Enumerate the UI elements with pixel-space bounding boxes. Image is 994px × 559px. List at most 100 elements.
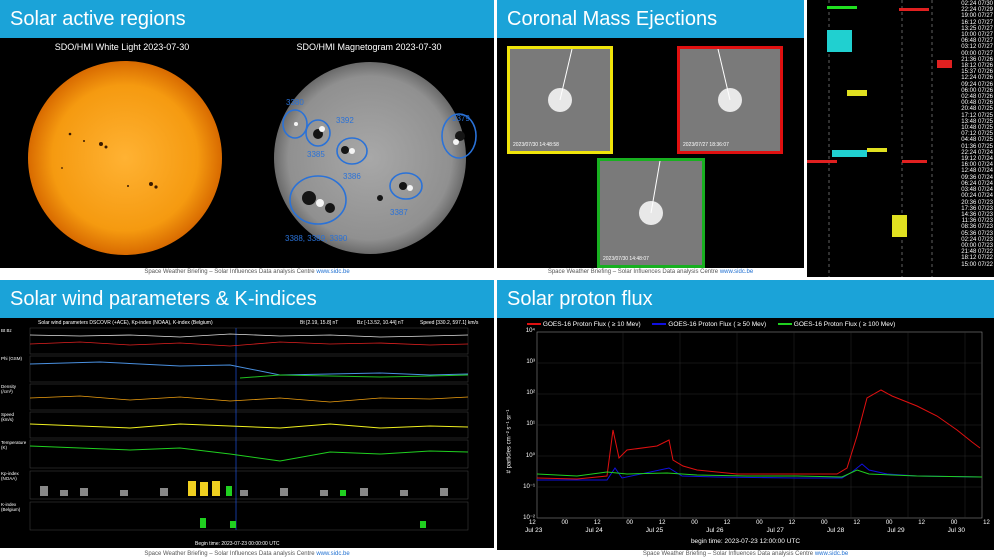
timeline-time: 08:36 07/23 — [961, 224, 993, 231]
ytick: 10³ — [526, 359, 535, 365]
active-regions-panel: Solar active regions SDO/HMI White Light… — [0, 0, 494, 277]
region-label-3388-3389-3390: 3388, 3389, 3390 — [285, 234, 348, 243]
cme-footer: Space Weather Briefing – Solar Influence… — [547, 269, 754, 275]
timeline-time: 12:24 07/26 — [961, 75, 993, 82]
active-regions-image-area: SDO/HMI White Light 2023-07-30 SDO/HMI M… — [0, 38, 494, 268]
cme-timestamp: 2023/07/30 14:48:07 — [603, 256, 649, 262]
timeline-time: 13:48 07/25 — [961, 118, 993, 125]
timeline-time: 13:25 07/27 — [961, 25, 993, 32]
solar-wind-footer: Space Weather Briefing – Solar Influence… — [144, 551, 350, 557]
timeline-time: 20:48 07/25 — [961, 106, 993, 113]
region-label-3387: 3387 — [390, 208, 408, 217]
timeline-time: 15:00 07/22 — [961, 261, 993, 268]
region-label-3385: 3385 — [307, 150, 325, 159]
coronagraph-image — [548, 48, 573, 112]
sw-row-label: Speed (km/s) — [1, 412, 15, 422]
timeline-time: 00:48 07/26 — [961, 100, 993, 107]
timeline-time: 02:48 07/26 — [961, 94, 993, 101]
cme-frame-yellow: 2023/07/30 14:48:58 — [507, 46, 613, 154]
timeline-time: 02:24 07/30 — [961, 1, 993, 7]
timeline-time: 21:48 07/22 — [961, 249, 993, 256]
xtick-day: Jul 24 — [585, 527, 603, 534]
bz-readout: Bz [-13.52, 10.44] nT — [357, 320, 404, 326]
ytick: 10⁻¹ — [523, 484, 535, 490]
xtick-hour: 00 — [820, 520, 828, 526]
solar-wind-plot: Solar wind parameters DSCOVR (+ACE), Kp-… — [0, 318, 494, 548]
legend-label-50mev: GOES-16 Proton Flux ( ≥ 50 Mev) — [668, 321, 767, 328]
region-label-3392: 3392 — [336, 116, 354, 125]
timeline-time: 09:36 07/24 — [961, 174, 993, 181]
coronagraph-image — [639, 160, 663, 225]
timeline-time: 00:24 07/24 — [961, 193, 993, 200]
proton-xdays: Jul 23 Jul 24 Jul 25 Jul 26 Jul 27 Jul 2… — [525, 527, 965, 534]
timeline-time: 17:36 07/23 — [961, 205, 993, 212]
timeline-time: 14:36 07/23 — [961, 211, 993, 218]
proton-xhours: 12 00 12 00 12 00 12 00 12 00 12 00 12 0… — [529, 520, 990, 526]
xtick-day: Jul 27 — [766, 527, 784, 534]
magnetogram-caption: SDO/HMI Magnetogram 2023-07-30 — [296, 42, 442, 52]
sidc-link[interactable]: www.sidc.be — [316, 551, 350, 557]
cme-timeline: 02:24 07/30 22:24 07/29 19:00 07/27 16:1… — [807, 0, 994, 277]
xtick-hour: 00 — [691, 520, 698, 526]
active-regions-footer: Space Weather Briefing – Solar Influence… — [144, 269, 350, 275]
timeline-time: 15:37 07/26 — [961, 69, 993, 76]
solar-wind-plot-title: Solar wind parameters DSCOVR (+ACE), Kp-… — [38, 320, 213, 326]
sidc-link[interactable]: www.sidc.be — [316, 269, 350, 275]
xtick-hour: 12 — [529, 520, 536, 526]
timeline-time: 02:24 07/23 — [961, 236, 993, 243]
ytick: 10² — [526, 390, 535, 396]
active-regions-title: Solar active regions — [0, 0, 494, 38]
proton-yticks: 10⁴ 10³ 10² 10¹ 10⁰ 10⁻¹ 10⁻² — [511, 328, 535, 524]
xtick-hour: 12 — [983, 520, 990, 526]
timeline-time: 16:00 07/24 — [961, 162, 993, 169]
proton-title: Solar proton flux — [497, 280, 994, 318]
solar-wind-title: Solar wind parameters & K-indices — [0, 280, 494, 318]
proton-legend: GOES-16 Proton Flux ( ≥ 10 Mev) GOES-16 … — [527, 321, 895, 328]
cme-timeline-plot — [807, 0, 952, 277]
timeline-time: 07:12 07/25 — [961, 131, 993, 138]
timeline-time: 06:48 07/27 — [961, 38, 993, 45]
white-light-caption: SDO/HMI White Light 2023-07-30 — [54, 42, 190, 52]
ytick: 10⁴ — [525, 328, 535, 334]
timeline-time: 04:48 07/25 — [961, 137, 993, 144]
sw-row-label: Density (/cm³) — [1, 384, 17, 394]
xtick-hour: 00 — [885, 520, 893, 526]
timeline-time: 06:24 07/24 — [961, 180, 993, 187]
solar-wind-traces — [29, 327, 469, 531]
timeline-time: 18:12 07/22 — [961, 255, 993, 262]
solar-wind-panel: Solar wind parameters & K-indices Solar … — [0, 280, 494, 559]
sidc-link[interactable]: www.sidc.be — [814, 551, 849, 557]
cme-panel: Coronal Mass Ejections 2023/07/30 14:48:… — [497, 0, 994, 277]
sidc-link[interactable]: www.sidc.be — [719, 269, 754, 275]
ytick: 10¹ — [526, 421, 535, 427]
xtick-hour: 12 — [593, 520, 601, 526]
xtick-hour: 12 — [853, 520, 861, 526]
magnetogram-sun — [274, 62, 477, 254]
solar-wind-begin-time: Begin time: 2023-07-23 00:00:00 UTC — [195, 541, 280, 547]
cme-image-area: 2023/07/30 14:48:58 2023/07/27 18:36:07 … — [497, 38, 804, 268]
speed-readout: Speed [330.2, 597.1] km/s — [420, 320, 479, 326]
xtick-day: Jul 26 — [706, 527, 724, 534]
sun-images — [28, 61, 477, 255]
timeline-time: 09:24 07/26 — [961, 81, 993, 88]
timeline-time: 10:48 07/25 — [961, 125, 993, 132]
white-light-sun — [28, 61, 222, 255]
timeline-time: 00:00 07/23 — [961, 242, 993, 249]
timeline-time: 18:12 07/26 — [961, 63, 993, 70]
xtick-day: Jul 30 — [947, 527, 965, 534]
legend-label-10mev: GOES-16 Proton Flux ( ≥ 10 Mev) — [542, 321, 641, 328]
timeline-time: 19:12 07/24 — [961, 156, 993, 163]
timeline-time: 22:24 07/29 — [961, 7, 993, 14]
proton-plot: GOES-16 Proton Flux ( ≥ 10 Mev) GOES-16 … — [497, 318, 994, 550]
timeline-time: 06:00 07/26 — [961, 87, 993, 94]
timeline-time: 20:36 07/23 — [961, 199, 993, 206]
timeline-time: 00:00 07/27 — [961, 50, 993, 57]
xtick-hour: 12 — [788, 520, 796, 526]
cme-timeline-times: 02:24 07/30 22:24 07/29 19:00 07/27 16:1… — [960, 1, 993, 268]
xtick-hour: 00 — [950, 520, 958, 526]
bt-readout: Bt [2.19, 15.8] nT — [300, 320, 339, 326]
timeline-time: 21:36 07/26 — [961, 56, 993, 63]
legend-label-100mev: GOES-16 Proton Flux ( ≥ 100 Mev) — [793, 321, 896, 328]
xtick-hour: 12 — [723, 520, 731, 526]
legend-swatch-10mev — [527, 323, 541, 326]
